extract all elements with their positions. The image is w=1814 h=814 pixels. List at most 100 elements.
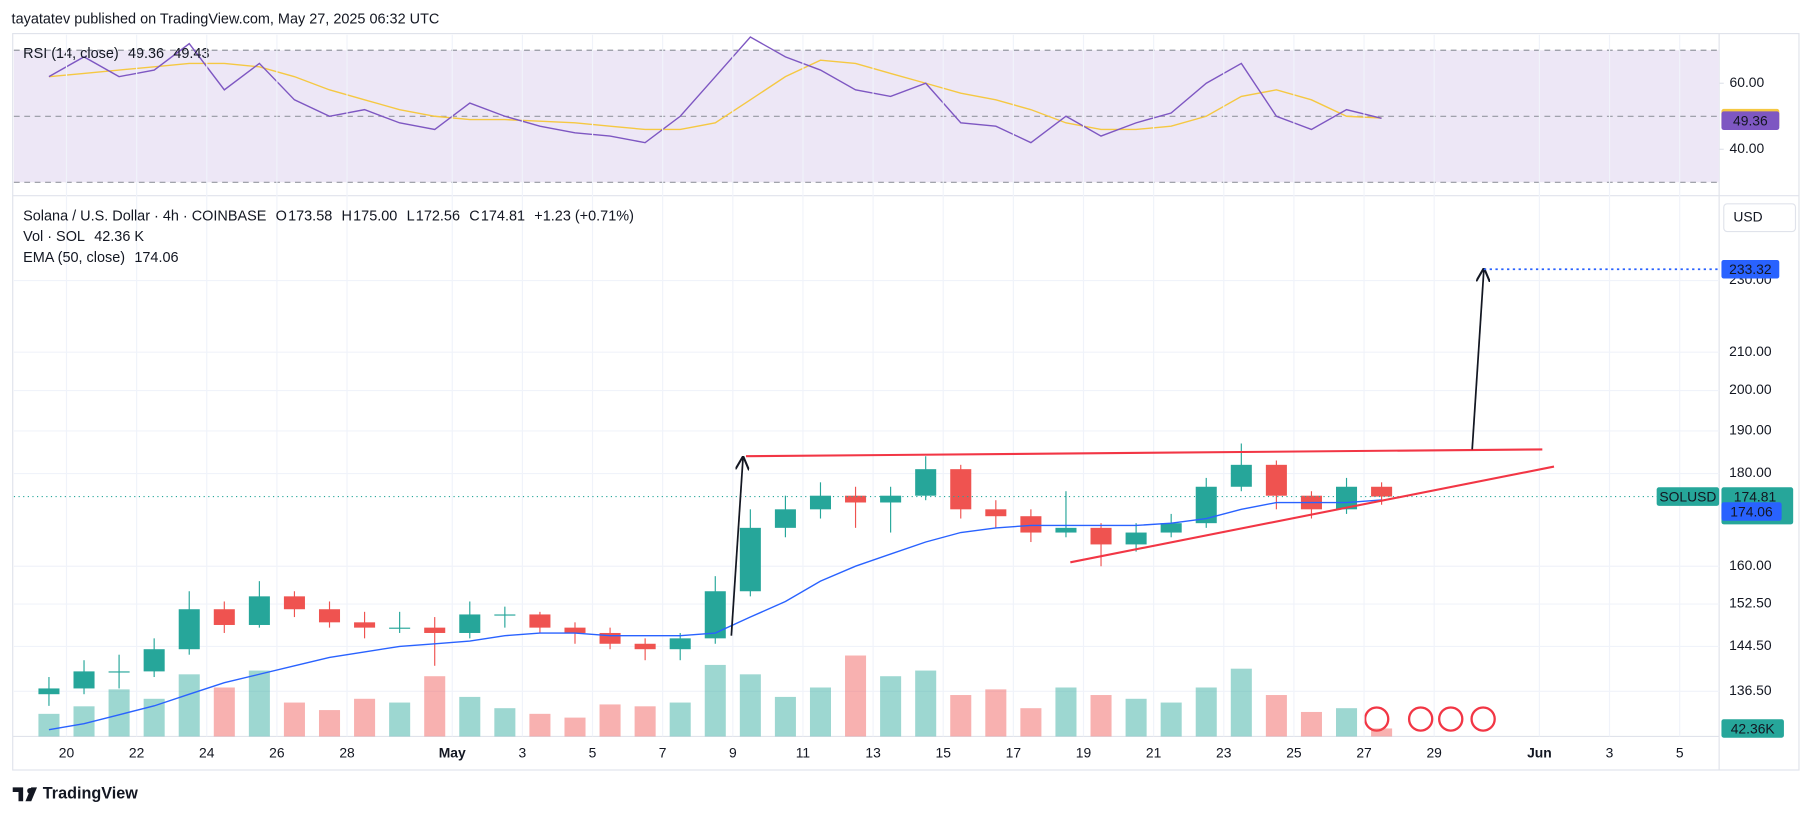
candle-body xyxy=(1195,486,1217,524)
candle-body xyxy=(1125,532,1147,545)
rsi-title: RSI (14, close) xyxy=(23,46,119,62)
volume-bar xyxy=(178,674,200,737)
ema-line xyxy=(48,499,1382,731)
x-tick-label: 20 xyxy=(59,744,75,760)
frame xyxy=(12,33,1800,771)
x-tick-label: 19 xyxy=(1076,744,1092,760)
candle-body xyxy=(1265,464,1287,496)
volume-bar xyxy=(529,713,551,737)
y-tick-label: 40.00 xyxy=(1730,140,1765,156)
candle-body xyxy=(915,469,937,496)
y-tick-label: 136.50 xyxy=(1729,682,1772,698)
volume-bar xyxy=(1336,708,1358,737)
x-tick-label: 7 xyxy=(659,744,667,760)
candle-body xyxy=(1055,527,1077,533)
volume-bar xyxy=(880,676,902,737)
candle-body xyxy=(950,469,972,510)
ohlc-key: H xyxy=(342,208,352,224)
x-tick-label: 5 xyxy=(1676,744,1684,760)
candle-body xyxy=(318,609,341,623)
volume-bar xyxy=(1160,702,1182,737)
rsi-axis-label-box xyxy=(1721,111,1780,130)
candle-body xyxy=(739,527,761,592)
last-price: 174.81 xyxy=(1734,488,1777,504)
ohlc-value: 172.56 xyxy=(416,208,460,224)
volume-title: Vol · SOL xyxy=(23,229,85,245)
volume-bar xyxy=(634,706,656,737)
target-axis-label-box xyxy=(1721,259,1780,279)
volume-bar xyxy=(354,698,376,737)
volume-bar xyxy=(774,696,796,737)
symbol-label: SOLUSD xyxy=(1659,488,1716,504)
candle-body xyxy=(599,632,621,644)
candle-body xyxy=(1371,486,1393,497)
event-icon[interactable] xyxy=(1438,706,1464,732)
candle-body xyxy=(1336,486,1358,510)
trendline xyxy=(1070,465,1555,564)
candle-body xyxy=(459,614,481,633)
x-tick-label: 22 xyxy=(129,744,145,760)
ohlc-key: L xyxy=(407,208,415,224)
x-tick-label: Jun xyxy=(1527,744,1552,760)
event-icon[interactable] xyxy=(1363,706,1390,732)
ohlc-value: 175.00 xyxy=(353,208,397,224)
candle-body xyxy=(845,495,867,503)
candle-body xyxy=(424,627,446,633)
y-tick-label: 160.00 xyxy=(1729,557,1772,573)
volume-bar xyxy=(494,708,516,737)
target-axis-label: 233.32 xyxy=(1729,261,1772,277)
candle-body xyxy=(213,609,235,625)
x-tick-label: 28 xyxy=(339,744,355,760)
rsi-ma-value: 49.43 xyxy=(173,46,209,62)
x-tick-label: 3 xyxy=(1606,744,1614,760)
rsi-line xyxy=(48,36,1382,144)
volume-axis-box xyxy=(1721,719,1784,738)
candle-body xyxy=(178,609,200,650)
footer: TradingView xyxy=(43,785,138,803)
event-icons[interactable] xyxy=(1363,706,1496,732)
volume-value: 42.36 K xyxy=(94,229,144,245)
volume-bar xyxy=(38,713,60,737)
volume-bar xyxy=(459,696,481,737)
event-icon[interactable] xyxy=(1470,706,1496,732)
y-tick-label: 210.00 xyxy=(1729,343,1772,359)
volume-bar xyxy=(213,687,235,737)
volume-bar xyxy=(1055,687,1077,737)
candle-body xyxy=(704,591,726,639)
currency: USD xyxy=(1733,208,1762,224)
x-tick-label: 27 xyxy=(1356,744,1372,760)
rsi-line xyxy=(48,59,1382,131)
ema-title: EMA (50, close) xyxy=(23,250,125,266)
currency-box xyxy=(1723,203,1797,233)
ohlc-value: 174.81 xyxy=(481,208,525,224)
event-icon[interactable] xyxy=(1407,706,1434,732)
volume-bar xyxy=(318,710,341,737)
x-tick-label: 26 xyxy=(269,744,285,760)
volume-bar xyxy=(845,655,867,737)
volume-bar xyxy=(1020,708,1042,737)
volume-bar xyxy=(248,670,270,737)
ema-value: 174.06 xyxy=(134,250,178,266)
candle-body xyxy=(1230,464,1252,487)
candle-body xyxy=(1090,527,1112,545)
trendline xyxy=(745,448,1543,458)
x-tick-label: 5 xyxy=(589,744,597,760)
rsi-value: 49.36 xyxy=(128,46,164,62)
candle-body xyxy=(248,596,270,625)
candle-body xyxy=(73,671,95,689)
arrow xyxy=(730,458,743,636)
volume-bar xyxy=(704,664,726,737)
x-tick-label: 17 xyxy=(1006,744,1022,760)
volume-bar xyxy=(985,689,1007,737)
volume-bar xyxy=(1300,711,1322,737)
x-tick-label: May xyxy=(439,744,466,760)
candle-body xyxy=(529,614,551,628)
price-title: Solana / U.S. Dollar · 4h · COINBASE xyxy=(23,208,267,224)
candle-body xyxy=(354,622,376,628)
volume-bar xyxy=(73,706,95,737)
volume-bar xyxy=(564,717,586,737)
price-change: +1.23 (+0.71%) xyxy=(534,208,634,224)
candle-body xyxy=(809,495,832,510)
logo-dot xyxy=(27,787,33,794)
